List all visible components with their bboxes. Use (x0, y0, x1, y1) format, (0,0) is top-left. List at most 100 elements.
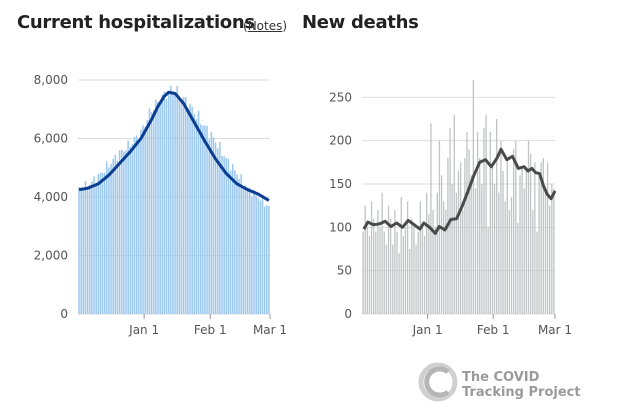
deaths-bar (498, 192, 500, 314)
hosp-bar (229, 170, 232, 314)
covid-tracking-logo-icon (418, 362, 458, 402)
hosp-bar (238, 178, 240, 314)
hosp-bar (227, 158, 230, 314)
deaths-bar (510, 197, 513, 314)
deaths-bar (515, 140, 517, 314)
hosp-bar (133, 137, 136, 314)
deaths-bar (536, 231, 538, 314)
hosp-bar (180, 100, 183, 314)
hosp-bar (172, 91, 174, 314)
deaths-bar (553, 188, 555, 314)
notes-link[interactable]: Notes (247, 19, 283, 33)
hosp-bar (242, 186, 245, 314)
hosp-bar (223, 156, 225, 314)
hosp-bar (144, 126, 146, 314)
hosp-bar (184, 97, 187, 314)
deaths-bar (445, 210, 447, 314)
hosp-bar (163, 91, 166, 314)
hosp-bar (219, 141, 221, 314)
deaths-bar (375, 231, 377, 314)
deaths-x-tick-label: Mar 1 (538, 323, 572, 337)
deaths-bar (428, 214, 430, 314)
deaths-bar (508, 210, 511, 314)
deaths-bar (440, 175, 443, 314)
deaths-x-tick-label: Feb 1 (477, 323, 510, 337)
hosp-bar (178, 96, 181, 314)
hosp-bar (189, 103, 191, 315)
hosp-bar (251, 196, 253, 314)
hospitalizations-chart: 0 2,000 4,000 6,000 8,000 Jan 1 Feb 1 Mar 1 (34, 73, 287, 337)
deaths-bar (476, 132, 479, 314)
deaths-bar (426, 192, 428, 314)
deaths-y-tick-label: 50 (337, 264, 352, 278)
hosp-bar (106, 161, 108, 314)
deaths-bar (406, 201, 409, 314)
hosp-bar (261, 196, 264, 314)
deaths-bar (479, 158, 481, 314)
hosp-bar (248, 188, 251, 314)
logo-line-2: Tracking Project (462, 385, 581, 400)
hosp-average-line (78, 90, 270, 202)
deaths-bar (362, 231, 364, 314)
hosp-bar (204, 125, 206, 315)
deaths-bar (381, 192, 383, 314)
hosp-bar (97, 174, 100, 314)
hosp-bar (82, 190, 85, 314)
deaths-bar (519, 175, 521, 314)
deaths-bar (485, 114, 487, 315)
deaths-bar (496, 119, 498, 314)
deaths-bar (364, 205, 366, 314)
hosp-bar (165, 98, 168, 314)
deaths-bar (368, 236, 371, 314)
hospitalizations-title: Current hospitalizations (17, 12, 255, 33)
hosp-bar (257, 198, 260, 314)
hosp-bar (255, 195, 257, 314)
deaths-bar (453, 114, 455, 315)
deaths-bar (468, 149, 470, 314)
hosp-bar (129, 147, 132, 314)
hosp-bar (91, 181, 93, 314)
deaths-y-tick-label: 0 (344, 307, 352, 321)
hosp-bar (212, 137, 215, 314)
hosp-bar (176, 86, 178, 314)
hosp-bar (195, 119, 198, 314)
deaths-y-tick-label: 100 (329, 220, 352, 234)
hosp-bar (208, 139, 210, 314)
hosp-x-tick-label: Feb 1 (194, 323, 227, 337)
hosp-bar (120, 149, 123, 314)
hosp-bar (191, 106, 193, 314)
deaths-bar (466, 132, 468, 314)
deaths-chart: 0 50 100 150 200 250 Jan 1 Feb 1 Mar 1 (329, 80, 572, 337)
hosp-bar (108, 167, 110, 314)
deaths-bar (442, 201, 445, 314)
deaths-bar (451, 184, 453, 314)
hosp-bar (125, 150, 127, 314)
deaths-bar (436, 192, 438, 314)
hosp-bar (95, 183, 97, 314)
hosp-bar (268, 205, 270, 314)
hosp-bar (123, 151, 125, 314)
notes-link-group: (Notes) (243, 19, 287, 33)
hosp-bar (202, 125, 204, 314)
deaths-bar (404, 227, 407, 314)
deaths-bar (504, 201, 506, 314)
hosp-bar (170, 85, 172, 314)
hosp-bar (148, 108, 151, 314)
hosp-bar (236, 174, 238, 314)
deaths-bar (525, 171, 528, 314)
deaths-bar (542, 158, 544, 314)
deaths-bar (470, 175, 472, 314)
hosp-x-tick-label: Mar 1 (253, 323, 287, 337)
deaths-bar (521, 166, 523, 314)
deaths-bar (385, 244, 388, 314)
hosp-bar (127, 140, 129, 314)
notes-paren-close: ) (282, 19, 288, 33)
hosp-bar (187, 110, 189, 314)
hosp-bar (225, 157, 228, 314)
deaths-bar (506, 158, 508, 314)
deaths-bar (517, 223, 519, 314)
deaths-y-tick-label: 150 (329, 177, 352, 191)
deaths-bar (396, 231, 398, 314)
deaths-bar (400, 197, 402, 314)
